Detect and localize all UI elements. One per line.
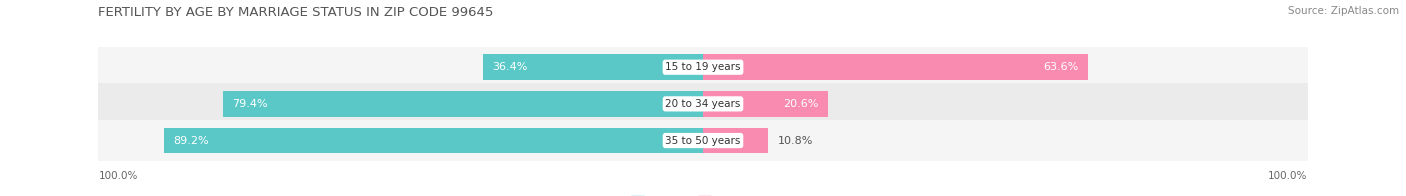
Bar xyxy=(482,54,703,80)
Legend: Married, Unmarried: Married, Unmarried xyxy=(627,191,779,196)
Bar xyxy=(98,47,1308,88)
Text: 79.4%: 79.4% xyxy=(232,99,267,109)
Text: 20.6%: 20.6% xyxy=(783,99,818,109)
Text: 20 to 34 years: 20 to 34 years xyxy=(665,99,741,109)
Text: 36.4%: 36.4% xyxy=(492,62,527,72)
Text: 63.6%: 63.6% xyxy=(1043,62,1078,72)
Text: 89.2%: 89.2% xyxy=(173,136,208,146)
Text: 35 to 50 years: 35 to 50 years xyxy=(665,136,741,146)
Bar xyxy=(703,54,1087,80)
Text: 15 to 19 years: 15 to 19 years xyxy=(665,62,741,72)
Text: 100.0%: 100.0% xyxy=(98,171,138,181)
Bar xyxy=(98,83,1308,124)
Bar xyxy=(98,120,1308,161)
Bar xyxy=(703,128,768,153)
Text: Source: ZipAtlas.com: Source: ZipAtlas.com xyxy=(1288,6,1399,16)
Bar xyxy=(224,91,703,117)
Bar xyxy=(163,128,703,153)
Bar xyxy=(703,91,828,117)
Text: 10.8%: 10.8% xyxy=(778,136,813,146)
Text: 100.0%: 100.0% xyxy=(1268,171,1308,181)
Text: FERTILITY BY AGE BY MARRIAGE STATUS IN ZIP CODE 99645: FERTILITY BY AGE BY MARRIAGE STATUS IN Z… xyxy=(98,6,494,19)
